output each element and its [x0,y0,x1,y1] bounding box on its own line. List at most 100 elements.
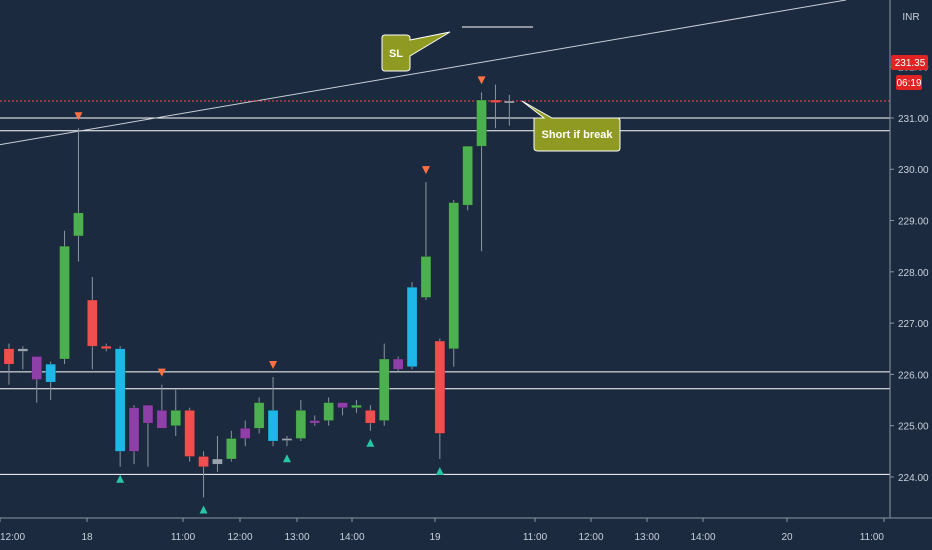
candle [490,84,501,129]
x-tick-label: 11:00 [860,532,885,543]
candle [212,435,223,472]
sell-signal-marker [269,360,278,369]
y-tick-label: 226.00 [898,370,929,381]
candle [73,128,84,262]
candle-body [295,410,307,439]
candle [87,276,98,370]
candle-body [156,410,168,429]
x-tick-label: 19 [429,532,441,543]
candles [3,84,515,498]
candle-body [3,348,15,365]
candle [379,343,390,426]
candle-body [406,286,418,367]
short-annotation[interactable]: Short if break [521,100,621,152]
candle-body [379,358,390,421]
candle-body [323,402,334,421]
candle [434,338,446,460]
trendline[interactable] [0,0,847,146]
candle [323,397,334,426]
sl-label: SL [389,48,403,60]
y-tick-label: 229.00 [898,217,929,228]
candle [476,92,487,252]
candle-body [101,345,112,350]
candle [226,430,237,462]
candle [142,404,154,467]
candle [128,405,140,465]
x-tick-label: 13:00 [634,532,659,543]
timer-value: 06:19 [896,78,921,89]
time-axis[interactable]: 12:00 18 11:00 12:00 13:00 14:00 19 11:00 12:00 1… [0,517,932,543]
candle [17,346,29,370]
candle [267,376,279,447]
candle [114,346,126,467]
candle [295,400,307,442]
candle [3,343,15,385]
candle [59,230,70,365]
candle-body [226,438,237,460]
candle-body [476,99,487,147]
candle-body [114,348,126,452]
y-tick-label: 231.00 [898,114,929,125]
signal-markers [74,76,486,514]
candle-body [309,420,320,424]
candle [184,407,195,462]
timer-tag [896,75,922,90]
x-tick-label: 13:00 [284,532,309,543]
sl-annotation[interactable]: SL [381,31,451,72]
candle-body [490,99,501,103]
candle-body [504,100,515,104]
candle-body [448,202,459,350]
sell-signal-marker [157,368,166,377]
y-tick-label: 227.00 [898,319,929,330]
candle [198,451,209,498]
x-tick-label: 14:00 [690,532,715,543]
sell-signal-marker [477,76,486,85]
candle-body [45,363,56,383]
candle [309,415,320,426]
candle-body [351,404,362,408]
candle [240,420,251,447]
candle-body [281,438,293,441]
candle-body [142,404,154,424]
candle [351,400,362,413]
x-tick-label: 18 [81,532,93,543]
candle [462,145,473,211]
candle-body [184,410,195,457]
candle [156,384,168,429]
candle [504,94,515,126]
candle [281,435,293,447]
candle-body [434,340,446,434]
candle-body [337,402,348,408]
buy-signal-marker [199,505,208,514]
sell-signal-marker [421,166,430,175]
y-tick-label: 230.00 [898,165,929,176]
price-axis[interactable]: INR 224.00 225.00 226.00 227.00 228.00 229.00… [889,0,929,518]
candle [170,389,181,436]
candle-body [73,212,84,237]
currency-label: INR [902,12,919,23]
x-tick-label: 12:00 [227,532,252,543]
x-tick-label: 12:00 [0,532,25,543]
candle-body [31,356,42,380]
x-tick-label: 20 [781,532,793,543]
candle-body [212,458,223,465]
candle-body [365,410,376,424]
candle-body [420,256,432,298]
candle [392,356,404,372]
buy-signal-marker [366,438,375,447]
candle [406,282,418,370]
buy-signal-marker [116,474,125,483]
sell-signal-marker [74,112,83,121]
candle-body [392,358,404,370]
x-tick-label: 11:00 [523,532,548,543]
candle-body [17,348,29,352]
short-label: Short if break [542,129,614,141]
candle-body [198,456,209,467]
candle-body [59,245,70,360]
x-tick-label: 12:00 [578,532,603,543]
candle [337,402,348,416]
candle [101,343,112,352]
candle [31,356,42,403]
